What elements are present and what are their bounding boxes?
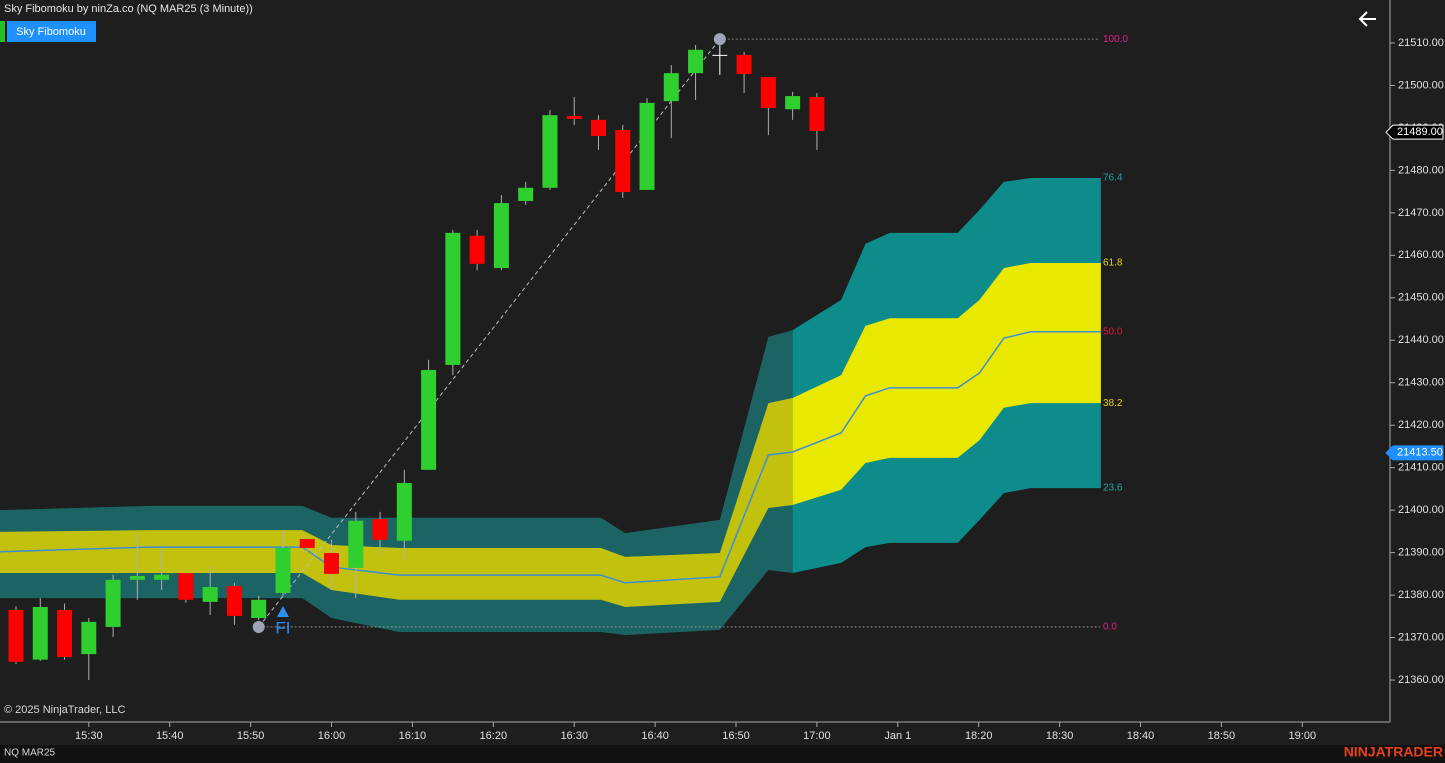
x-tick-label: 17:00 bbox=[803, 730, 831, 742]
candle-body bbox=[736, 54, 752, 74]
x-tick-label: 15:40 bbox=[156, 730, 184, 742]
candle-body bbox=[105, 579, 121, 627]
fib-level-label: 100.0 bbox=[1103, 34, 1128, 45]
x-tick-label: 16:30 bbox=[560, 730, 588, 742]
candle-body bbox=[493, 203, 509, 269]
axes: 21510.0021500.0021490.0021480.0021470.00… bbox=[75, 37, 1444, 742]
candle-body bbox=[372, 519, 388, 540]
candle-body bbox=[57, 609, 73, 658]
y-tick-label: 21420.00 bbox=[1398, 419, 1444, 431]
cloud-inner-past bbox=[0, 398, 793, 607]
brand-logo: NINJATRADER bbox=[1344, 744, 1443, 760]
indicator-button-label[interactable]: Sky Fibomoku bbox=[16, 26, 86, 38]
x-tick-label: 18:40 bbox=[1127, 730, 1155, 742]
y-tick-label: 21470.00 bbox=[1398, 207, 1444, 219]
fib-level-label: 38.2 bbox=[1103, 398, 1123, 409]
candle-body bbox=[81, 621, 97, 655]
y-tick-label: 21400.00 bbox=[1398, 504, 1444, 516]
candle-body bbox=[663, 73, 679, 102]
price-marker bbox=[1385, 124, 1444, 140]
x-tick-label: 16:40 bbox=[641, 730, 669, 742]
candle-body bbox=[590, 119, 606, 136]
y-tick-label: 21460.00 bbox=[1398, 249, 1444, 261]
fib-level-label: 23.6 bbox=[1103, 483, 1123, 494]
fib-anchor bbox=[713, 33, 726, 46]
candle-body bbox=[202, 587, 218, 602]
price-marker-label: 21413.50 bbox=[1397, 447, 1443, 459]
candle-body bbox=[299, 539, 315, 548]
candle-body bbox=[639, 102, 655, 190]
plot-area: 100.0 76.4 61.8 50.0 38.2 23.6 0.0 FI bbox=[0, 33, 1128, 681]
x-tick-label: Jan 1 bbox=[884, 730, 911, 742]
y-tick-label: 21450.00 bbox=[1398, 292, 1444, 304]
fib-trend-line bbox=[258, 38, 721, 628]
candle-body bbox=[809, 96, 825, 131]
y-tick-label: 21480.00 bbox=[1398, 164, 1444, 176]
y-tick-label: 21380.00 bbox=[1398, 589, 1444, 601]
copyright: © 2025 NinjaTrader, LLC bbox=[4, 704, 125, 716]
candle-body bbox=[785, 96, 801, 110]
candle-body bbox=[178, 573, 194, 600]
price-marker-label: 21489.00 bbox=[1397, 126, 1443, 138]
candle-body bbox=[396, 482, 412, 541]
x-tick-label: 16:10 bbox=[399, 730, 427, 742]
signal-label: FI bbox=[275, 618, 290, 637]
y-tick-label: 21430.00 bbox=[1398, 377, 1444, 389]
candle-body bbox=[760, 76, 776, 108]
fib-anchor bbox=[252, 620, 265, 633]
y-tick-label: 21440.00 bbox=[1398, 334, 1444, 346]
candle-body bbox=[154, 574, 170, 580]
x-tick-label: 18:30 bbox=[1046, 730, 1074, 742]
x-tick-label: 15:50 bbox=[237, 730, 265, 742]
candle-body bbox=[421, 370, 437, 470]
x-tick-label: 16:50 bbox=[722, 730, 750, 742]
signal-arrow bbox=[276, 605, 289, 617]
cloud-inner-future bbox=[792, 262, 1101, 506]
indicator-status bbox=[0, 21, 5, 42]
fib-level-label: 76.4 bbox=[1103, 173, 1123, 184]
price-marker bbox=[1385, 445, 1444, 461]
candle-body bbox=[542, 115, 558, 188]
candle-body bbox=[566, 116, 582, 120]
candle-body bbox=[129, 575, 145, 580]
candle-body bbox=[518, 187, 534, 201]
fib-level-label: 50.0 bbox=[1103, 326, 1123, 337]
candle-body bbox=[251, 599, 267, 619]
y-tick-label: 21410.00 bbox=[1398, 462, 1444, 474]
candle-body bbox=[688, 49, 704, 74]
x-tick-label: 18:50 bbox=[1208, 730, 1236, 742]
candle-body bbox=[712, 54, 728, 56]
candle-body bbox=[226, 586, 242, 616]
status-bar bbox=[0, 745, 1445, 763]
fib-level-label: 0.0 bbox=[1103, 622, 1117, 633]
candle-body bbox=[445, 232, 461, 365]
candle-body bbox=[32, 606, 48, 660]
candle-body bbox=[348, 520, 364, 568]
x-tick-label: 18:20 bbox=[965, 730, 993, 742]
x-tick-label: 16:00 bbox=[318, 730, 346, 742]
indicator-button[interactable] bbox=[7, 21, 96, 42]
candle-body bbox=[469, 235, 485, 264]
x-tick-label: 15:30 bbox=[75, 730, 103, 742]
instrument-label: NQ MAR25 bbox=[4, 748, 56, 759]
back-arrow[interactable] bbox=[1358, 11, 1376, 27]
x-tick-label: 19:00 bbox=[1289, 730, 1317, 742]
candle-body bbox=[615, 130, 631, 193]
candle-body bbox=[8, 609, 24, 662]
x-tick-label: 16:20 bbox=[480, 730, 508, 742]
y-tick-label: 21500.00 bbox=[1398, 79, 1444, 91]
y-tick-label: 21390.00 bbox=[1398, 547, 1444, 559]
candle-body bbox=[324, 553, 340, 574]
y-tick-label: 21360.00 bbox=[1398, 674, 1444, 686]
window-title: Sky Fibomoku by ninZa.co (NQ MAR25 (3 Mi… bbox=[4, 3, 253, 15]
y-tick-label: 21510.00 bbox=[1398, 37, 1444, 49]
fib-level-label: 61.8 bbox=[1103, 258, 1123, 269]
candle-body bbox=[275, 547, 291, 593]
y-tick-label: 21370.00 bbox=[1398, 631, 1444, 643]
